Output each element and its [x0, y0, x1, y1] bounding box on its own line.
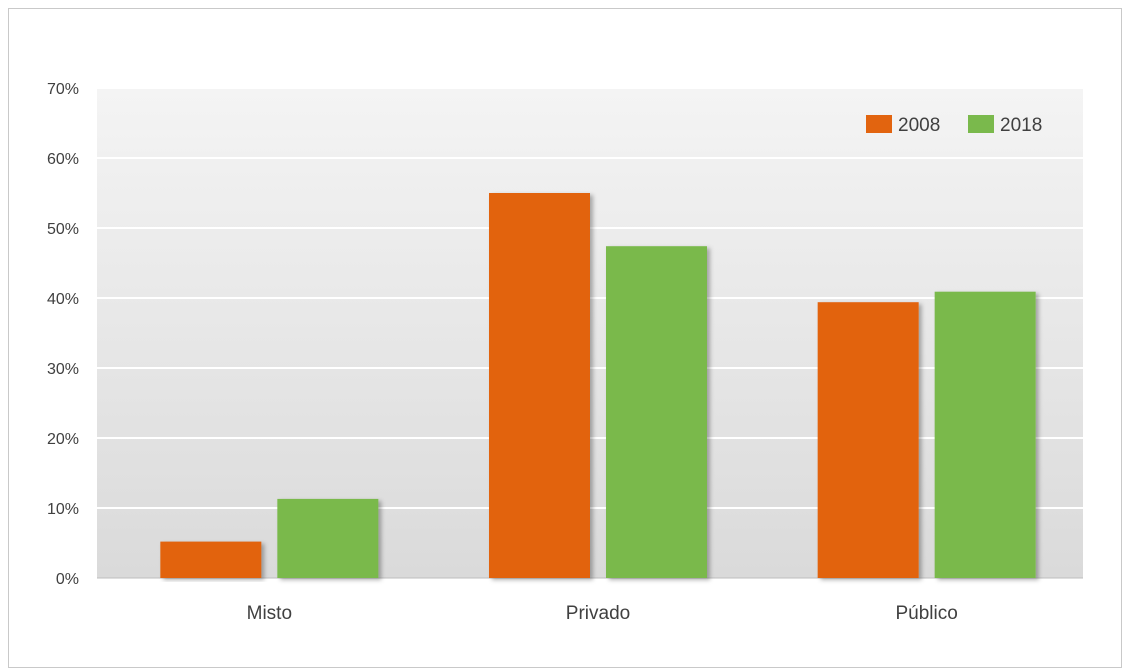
legend-label: 2008	[898, 115, 940, 136]
y-tick-label: 20%	[47, 431, 79, 448]
x-tick-label: Privado	[566, 603, 630, 624]
legend-swatch-2018	[968, 115, 994, 133]
y-tick-label: 0%	[56, 571, 79, 588]
y-tick-label: 30%	[47, 361, 79, 378]
bar-2008-privado	[489, 193, 590, 578]
bar-2018-misto	[277, 498, 379, 578]
legend-label: 2018	[1000, 115, 1042, 136]
bar-2018-público	[934, 291, 1036, 578]
y-tick-label: 70%	[47, 81, 79, 98]
legend-swatch-2008	[866, 115, 892, 133]
y-tick-label: 10%	[47, 501, 79, 518]
y-tick-label: 50%	[47, 221, 79, 238]
y-tick-label: 60%	[47, 151, 79, 168]
y-tick-label: 40%	[47, 291, 79, 308]
bar-2008-misto	[160, 541, 262, 578]
x-tick-label: Misto	[247, 603, 292, 624]
bar-2008-público	[817, 302, 919, 578]
bar-2018-privado	[606, 246, 707, 578]
x-tick-label: Público	[896, 603, 958, 624]
